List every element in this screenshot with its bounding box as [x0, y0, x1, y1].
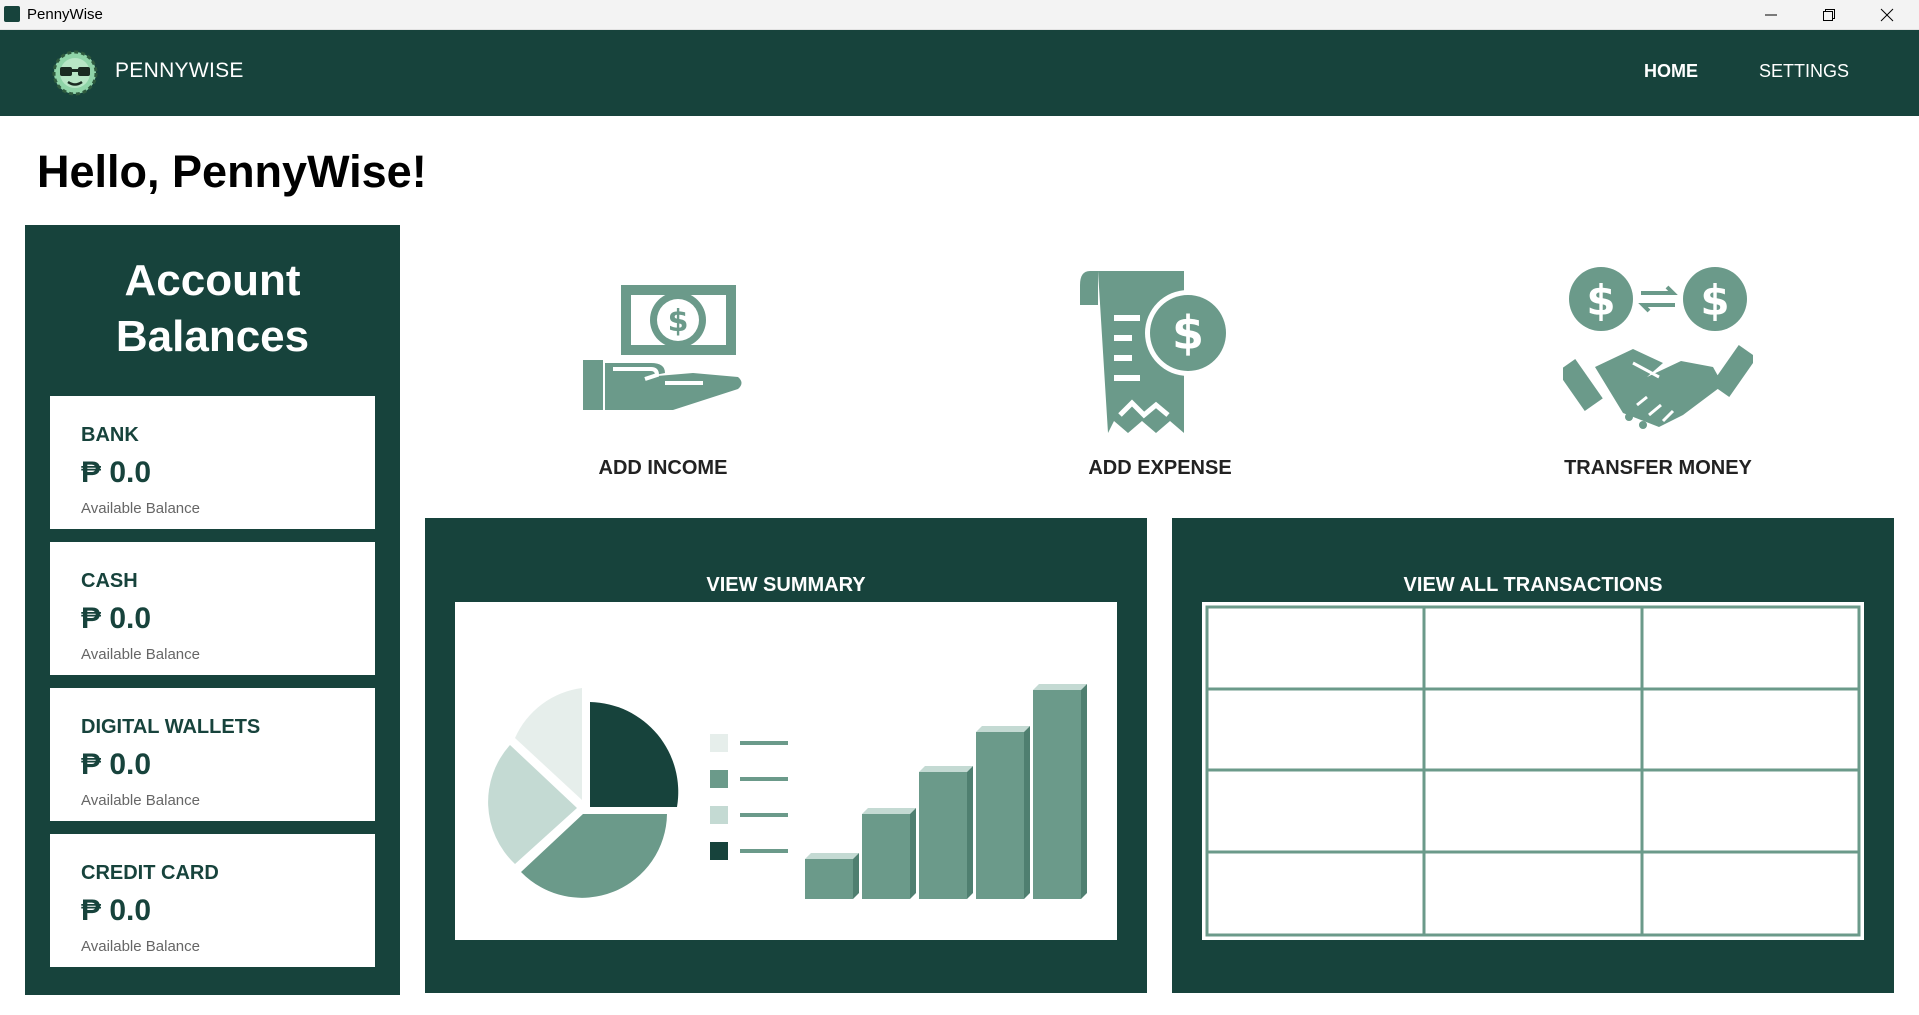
logo-icon [52, 50, 98, 96]
account-amount: ₱ 0.0 [81, 602, 152, 635]
account-amount: ₱ 0.0 [81, 456, 152, 489]
nav-home[interactable]: HOME [1644, 61, 1698, 81]
app-icon [4, 6, 20, 22]
nav-settings[interactable]: SETTINGS [1759, 61, 1850, 81]
minimize-button[interactable] [1742, 0, 1800, 29]
account-caption: Available Balance [81, 500, 200, 517]
account-balances-panel: Account Balances BANK ₱ 0.0 Available Ba… [25, 225, 400, 995]
add-expense-label: ADD EXPENSE [1088, 457, 1232, 479]
view-summary-panel[interactable]: VIEW SUMMARY [425, 518, 1147, 993]
svg-text:$: $ [1586, 276, 1615, 325]
transfer-money-label: TRANSFER MONEY [1564, 457, 1752, 479]
account-name: BANK [81, 424, 139, 446]
transfer-money-button[interactable]: $ $ TRANSFER MONEY [1508, 265, 1808, 485]
table-grid-icon [1205, 605, 1861, 937]
svg-text:$: $ [668, 304, 689, 339]
balance-card-digital-wallets[interactable]: DIGITAL WALLETS ₱ 0.0 Available Balance [50, 688, 375, 821]
charts-illustration-icon [488, 684, 1087, 899]
handshake-transfer-icon: $ $ [1563, 267, 1753, 429]
transactions-illustration-frame [1202, 602, 1864, 940]
view-all-transactions-title: VIEW ALL TRANSACTIONS [1403, 574, 1663, 596]
svg-text:$: $ [1172, 306, 1204, 360]
receipt-icon: $ [1080, 271, 1231, 433]
minimize-icon [1765, 14, 1777, 15]
add-income-button[interactable]: $ ADD INCOME [513, 265, 813, 485]
account-name: DIGITAL WALLETS [81, 716, 261, 738]
restore-button[interactable] [1800, 0, 1858, 29]
add-expense-button[interactable]: $ ADD EXPENSE [1010, 265, 1310, 485]
window-titlebar: PennyWise [0, 0, 1919, 30]
balance-card-credit-card[interactable]: CREDIT CARD ₱ 0.0 Available Balance [50, 834, 375, 967]
close-button[interactable] [1858, 0, 1916, 29]
balance-card-cash[interactable]: CASH ₱ 0.0 Available Balance [50, 542, 375, 675]
summary-illustration-frame [455, 602, 1117, 940]
account-name: CREDIT CARD [81, 862, 219, 884]
balances-title: Account Balances [115, 256, 310, 361]
cash-hand-icon: $ [583, 285, 742, 410]
account-caption: Available Balance [81, 938, 200, 955]
close-icon [1880, 8, 1894, 21]
add-income-label: ADD INCOME [598, 457, 728, 479]
account-amount: ₱ 0.0 [81, 748, 152, 781]
svg-text:$: $ [1700, 276, 1729, 325]
balance-card-bank[interactable]: BANK ₱ 0.0 Available Balance [50, 396, 375, 529]
account-caption: Available Balance [81, 792, 200, 809]
account-caption: Available Balance [81, 646, 200, 663]
view-summary-title: VIEW SUMMARY [706, 574, 866, 596]
greeting-heading: Hello, PennyWise! [37, 146, 427, 197]
restore-icon [1823, 8, 1835, 21]
brand-name: PENNYWISE [115, 59, 244, 82]
view-all-transactions-panel[interactable]: VIEW ALL TRANSACTIONS [1172, 518, 1894, 993]
app-header: PENNYWISE HOME SETTINGS [0, 30, 1919, 116]
account-name: CASH [81, 570, 138, 592]
account-amount: ₱ 0.0 [81, 894, 152, 927]
window-title: PennyWise [27, 6, 103, 23]
